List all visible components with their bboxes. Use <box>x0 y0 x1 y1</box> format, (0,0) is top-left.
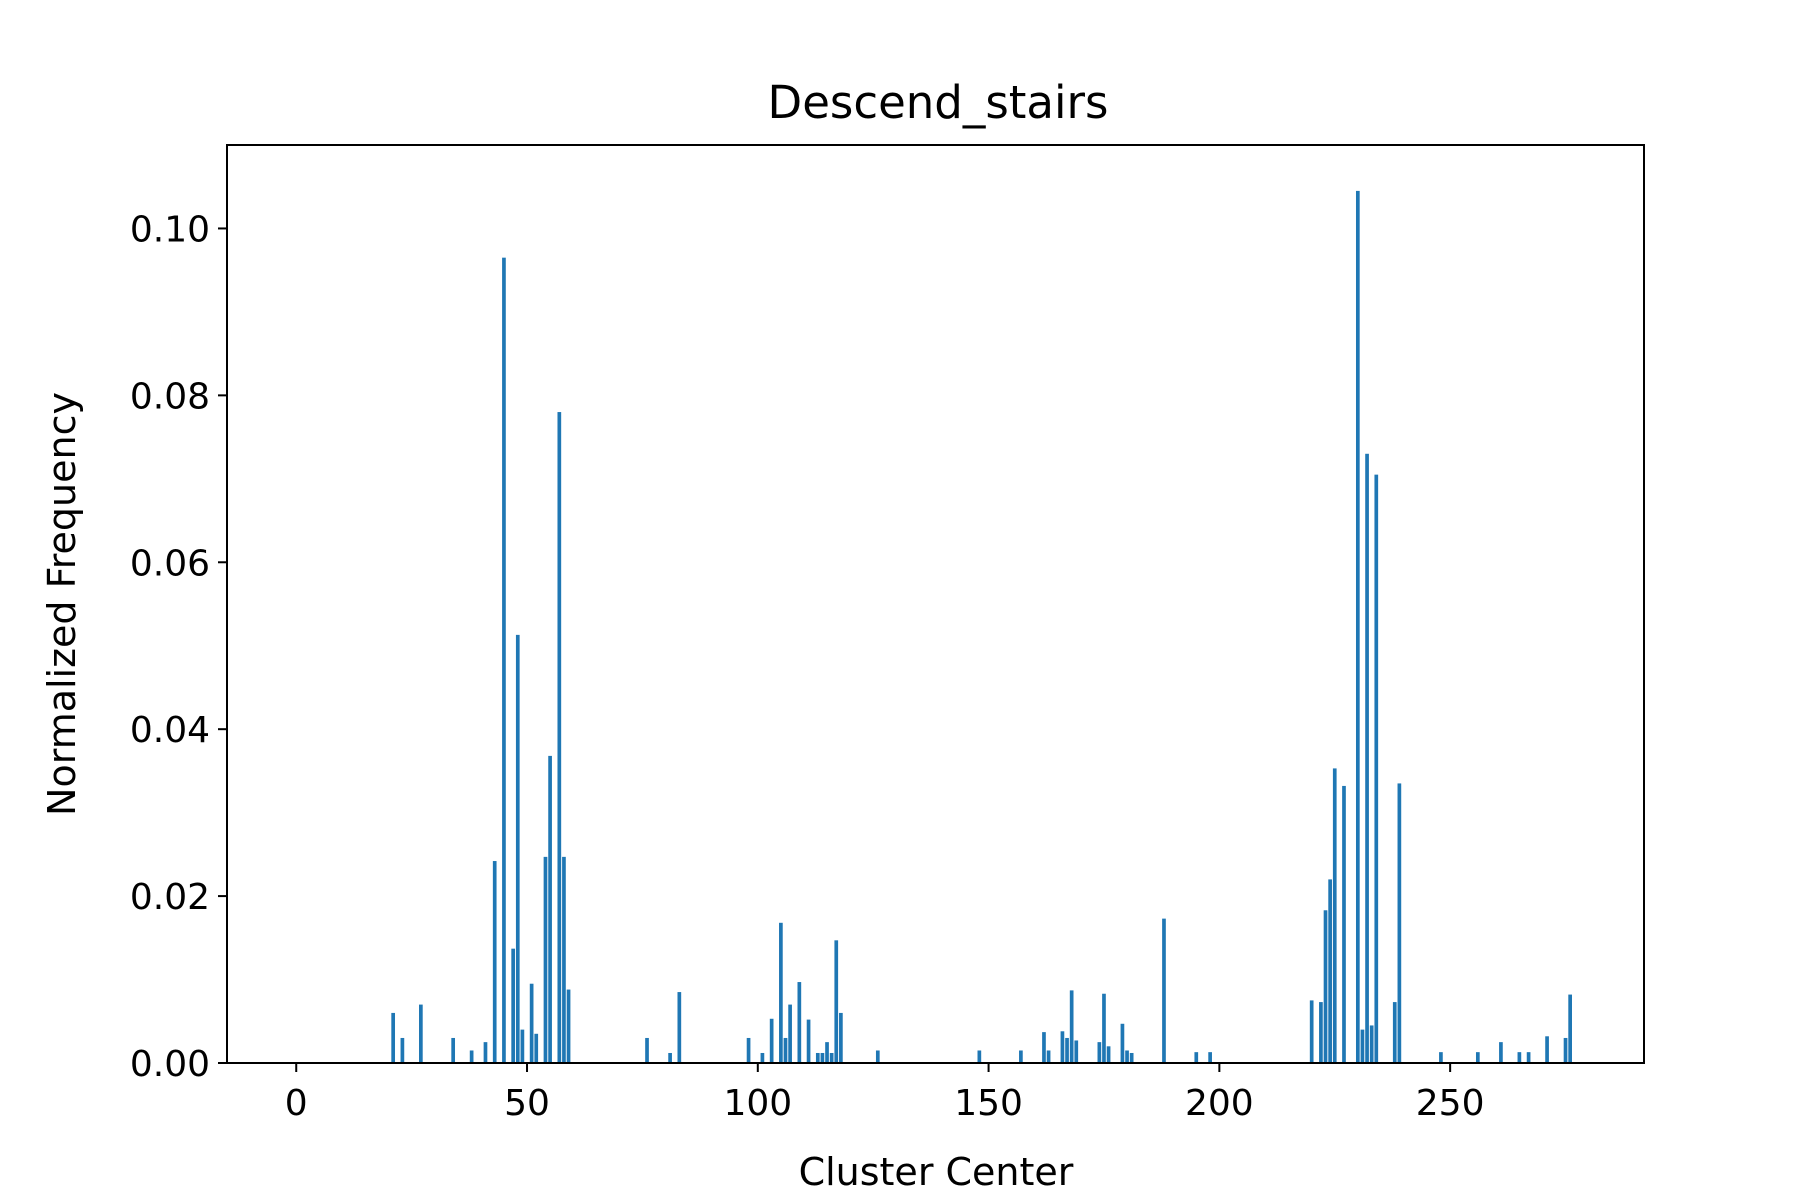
bar-174 <box>1097 1042 1102 1063</box>
bar-117 <box>834 940 839 1063</box>
bar-179 <box>1120 1023 1125 1063</box>
bar-54 <box>543 856 548 1063</box>
bar-41 <box>483 1042 488 1063</box>
bar-265 <box>1517 1052 1522 1063</box>
bar-195 <box>1194 1052 1199 1063</box>
y-axis-ticks: 0.00 0.02 0.04 0.06 0.08 0.10 <box>130 209 227 1085</box>
bar-38 <box>469 1050 474 1063</box>
x-tick-label: 0 <box>285 1083 308 1124</box>
bar-163 <box>1046 1050 1051 1063</box>
bar-222 <box>1319 1002 1323 1063</box>
bar-81 <box>668 1052 672 1063</box>
bar-188 <box>1162 918 1166 1063</box>
bar-223 <box>1323 910 1328 1063</box>
y-axis-label: Normalized Frequency <box>40 392 84 816</box>
bar-27 <box>419 1004 423 1063</box>
bar-105 <box>779 922 783 1063</box>
bar-23 <box>400 1037 405 1063</box>
bar-113 <box>815 1052 820 1063</box>
bar-224 <box>1328 879 1332 1063</box>
bar-162 <box>1042 1032 1046 1063</box>
bar-34 <box>451 1037 456 1063</box>
bar-51 <box>529 983 534 1063</box>
y-tick-label: 0.00 <box>130 1044 210 1085</box>
x-axis-label: Cluster Center <box>799 1150 1074 1194</box>
bar-52 <box>534 1033 539 1063</box>
bar-239 <box>1397 783 1402 1063</box>
bar-275 <box>1563 1037 1568 1063</box>
plot-frame <box>226 144 1645 1064</box>
bar-238 <box>1392 1002 1397 1063</box>
bar-148 <box>977 1050 982 1063</box>
bar-276 <box>1568 994 1572 1063</box>
bar-167 <box>1065 1037 1069 1063</box>
bar-232 <box>1365 453 1369 1063</box>
bar-231 <box>1360 1029 1365 1063</box>
bar-230 <box>1355 190 1360 1063</box>
bar-114 <box>820 1052 825 1063</box>
y-tick-label: 0.02 <box>130 877 210 918</box>
bar-169 <box>1074 1040 1079 1063</box>
bar-261 <box>1499 1042 1503 1063</box>
bar-220 <box>1309 1000 1314 1063</box>
bar-271 <box>1545 1036 1549 1063</box>
x-tick-label: 50 <box>504 1083 550 1124</box>
bar-98 <box>746 1037 751 1063</box>
bar-49 <box>520 1029 525 1063</box>
bar-106 <box>783 1037 788 1063</box>
bar-47 <box>511 948 516 1063</box>
y-tick-label: 0.06 <box>130 543 210 584</box>
y-tick-label: 0.10 <box>130 209 210 250</box>
bar-45 <box>502 257 506 1063</box>
bar-76 <box>645 1037 649 1063</box>
bar-107 <box>788 1004 792 1063</box>
bar-109 <box>797 982 802 1063</box>
bar-157 <box>1019 1050 1023 1063</box>
bar-101 <box>760 1052 765 1063</box>
bar-115 <box>825 1042 829 1063</box>
bar-43 <box>492 861 497 1063</box>
bar-57 <box>557 412 562 1063</box>
bar-55 <box>548 755 552 1063</box>
bar-83 <box>677 992 682 1063</box>
bar-111 <box>806 1019 811 1063</box>
bar-256 <box>1475 1052 1480 1063</box>
y-tick-label: 0.04 <box>130 710 210 751</box>
bar-59 <box>566 989 571 1063</box>
bar-181 <box>1129 1052 1134 1063</box>
bar-248 <box>1439 1052 1443 1063</box>
bar-175 <box>1102 993 1106 1063</box>
bar-180 <box>1125 1050 1129 1063</box>
bar-168 <box>1069 990 1074 1063</box>
bar-233 <box>1369 1025 1374 1063</box>
y-tick-label: 0.08 <box>130 376 210 417</box>
x-tick-label: 250 <box>1416 1083 1485 1124</box>
bar-118 <box>839 1012 843 1063</box>
bar-58 <box>562 856 566 1063</box>
bar-227 <box>1342 785 1346 1063</box>
bar-48 <box>515 634 520 1063</box>
x-tick-label: 200 <box>1185 1083 1254 1124</box>
bar-103 <box>769 1018 774 1063</box>
bar-225 <box>1332 768 1337 1063</box>
bar-166 <box>1060 1031 1065 1063</box>
chart-title: Descend_stairs <box>768 76 1109 129</box>
bars-group <box>391 190 1572 1063</box>
x-tick-label: 100 <box>723 1083 792 1124</box>
bar-198 <box>1208 1052 1212 1063</box>
x-axis-ticks: 0 50 100 150 200 250 <box>285 1063 1485 1124</box>
x-tick-label: 150 <box>954 1083 1023 1124</box>
bar-176 <box>1106 1046 1111 1063</box>
bar-267 <box>1526 1052 1531 1063</box>
bar-116 <box>829 1052 834 1063</box>
bar-126 <box>875 1050 880 1063</box>
bar-21 <box>391 1012 396 1063</box>
bar-234 <box>1374 474 1379 1063</box>
